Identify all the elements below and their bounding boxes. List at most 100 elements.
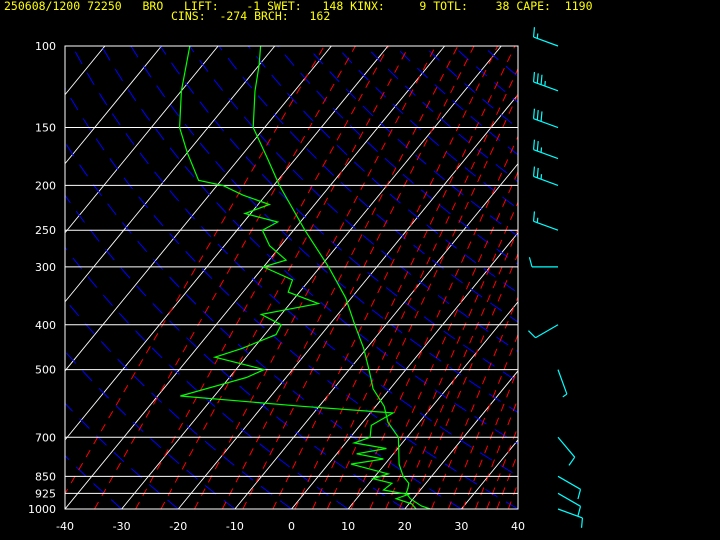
wind-barb-flag [532,166,536,177]
wind-barb-flag [532,139,536,150]
wind-barb-flag [540,111,543,122]
profiles [178,46,431,509]
wind-barb [557,436,576,466]
isotherm-line [65,46,389,441]
wind-barb [557,492,582,517]
wind-barb-flag [532,27,536,38]
pressure-tick-label: 100 [35,40,56,53]
pressure-tick-label: 1000 [28,503,56,516]
isotherm-line [65,46,219,234]
dry-adiabat-line [65,455,122,509]
mixing-ratio-line [519,46,687,509]
temperature-tick-label: 40 [511,520,525,533]
mixing-ratio-line [312,67,518,509]
isotherm-line [65,46,332,372]
plot-area [65,46,720,509]
mixing-ratio-line [294,46,516,509]
mixing-ratio-line [94,46,356,509]
isotherm-line [575,46,720,509]
temperature-tick-label: 10 [341,520,355,533]
mixing-ratio-line [385,200,518,509]
wind-barb-staff [557,369,568,395]
mixing-ratio-line [431,295,518,509]
dry-adiabat-line [453,46,518,103]
wind-barb-flag [536,167,539,178]
pressure-axis: 1000 925 850 700 500 400 300 250 200 150 100 [28,40,56,516]
dry-adiabat-line [65,141,462,509]
mixing-ratio-line [326,92,518,509]
wind-barb-staff [533,220,559,231]
wind-barb-flag [580,517,584,528]
wind-barb [557,369,568,398]
wind-barb-flag [536,109,539,121]
dry-adiabat-line [101,46,518,445]
dry-adiabat-line [71,46,518,477]
isotherm-line [177,93,518,509]
mixing-ratio-line [194,46,437,509]
wind-barb [528,257,558,268]
pressure-tick-label: 400 [35,319,56,332]
wind-barb-flag [540,74,543,85]
wind-barb [532,166,559,186]
isotherm-line [347,301,518,509]
temperature-tick-label: -40 [56,520,74,533]
pressure-tick-label: 150 [35,122,56,135]
wind-barb [527,324,559,339]
dry-adiabat-line [423,46,518,129]
pressure-tick-label: 300 [35,261,56,274]
wind-barb [532,211,559,231]
header-line-2: CINS: -274 BRCH: 162 [171,9,331,23]
temperature-tick-label: -30 [113,520,131,533]
wind-barb-flag [532,211,536,222]
wind-barb-flag [536,140,539,152]
isotherm-line [234,163,518,509]
isobars [65,46,518,509]
wind-barb-staff [557,508,583,519]
mixing-ratio-line [221,46,459,509]
wind-barb [557,475,582,500]
dry-adiabat-line [247,46,518,294]
isotherm-line [65,46,446,509]
wind-barb-staff [533,149,559,160]
wind-barb-staff [533,81,559,92]
wind-barbs [527,27,584,528]
wind-barb-staff [535,324,559,339]
dry-adiabat-line [218,46,518,323]
dry-adiabat-line [65,86,518,509]
temperature-axis: -40 -30 -20 -10 0 10 20 30 40 [56,520,525,533]
wind-barb-flag [527,330,536,339]
wind-barb-staff [557,436,576,458]
isotherm-line [291,232,518,509]
sounding-header: 250608/1200 72250 BRO LIFT: -1 SWET: 148… [0,0,720,24]
wind-barb [532,71,559,92]
dry-adiabat-line [130,46,518,414]
mixing-ratio-line [369,170,518,509]
isotherm-line [65,46,162,165]
dry-adiabat-line [277,46,518,265]
mixing-ratio-line [65,46,325,495]
dry-adiabat-line [394,46,518,156]
mixing-ratio-line [447,333,518,509]
wind-barb [557,508,584,528]
temperature-tick-label: -20 [169,520,187,533]
mixing-ratio-lines [65,46,687,509]
isotherm-line [404,370,518,509]
isotherm-line [517,508,518,509]
isotherms [65,46,720,509]
wind-barb-half-flag [562,393,568,398]
mixing-ratio-line [398,228,518,509]
wind-barb [532,108,559,129]
temperature-tick-label: 30 [454,520,468,533]
dry-adiabats [65,46,518,509]
wind-barb-staff [533,36,559,47]
mixing-ratio-line [410,252,518,509]
pressure-tick-label: 700 [35,431,56,444]
isotherm-line [121,46,502,509]
mixing-ratio-line [486,425,518,509]
isotherm-line [65,46,276,303]
wind-barb-flag [532,71,536,83]
wind-barb-flag [577,489,582,500]
wind-barb [532,139,559,160]
dewpoint-profile-line [178,46,417,509]
wind-barb [532,27,559,47]
